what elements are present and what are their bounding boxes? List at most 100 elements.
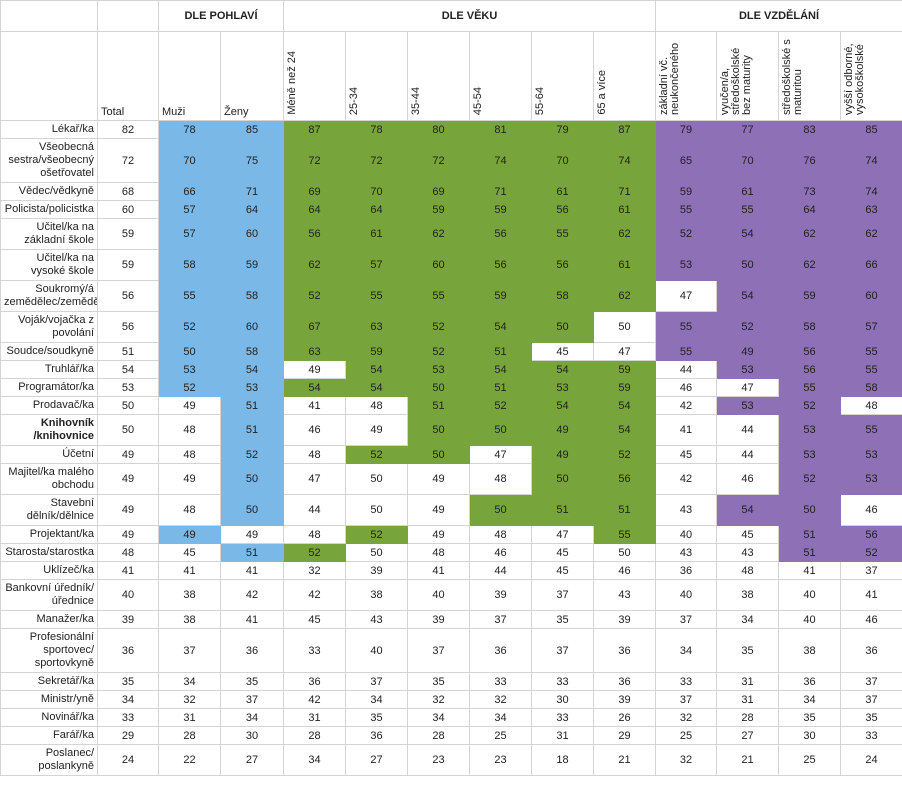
value-cell: 33 [283,628,347,673]
value-cell: 50 [531,463,595,495]
value-cell: 87 [283,120,347,139]
row-label: Projektant/ka [0,525,98,544]
row-label: Lékař/ka [0,120,98,139]
total-cell: 49 [97,445,159,464]
value-cell: 41 [283,396,347,415]
value-cell: 48 [840,396,902,415]
value-cell: 51 [593,494,657,526]
value-cell: 52 [778,396,842,415]
table-row: Bankovní úředník/úřednice 40 38 42 42 38 40 39 3… [0,579,902,611]
value-cell: 79 [531,120,595,139]
value-cell: 51 [407,396,471,415]
value-cell: 31 [283,708,347,727]
row-label: Profesionální sportovec/ sportovkyně [0,628,98,673]
value-cell: 48 [158,445,221,464]
value-cell: 41 [219,561,285,580]
value-cell: 41 [778,561,842,580]
value-cell: 56 [778,360,842,379]
value-cell: 58 [219,342,285,361]
value-cell: 34 [158,672,221,691]
value-cell: 33 [655,672,718,691]
total-cell: 41 [97,561,159,580]
value-cell: 59 [345,342,409,361]
value-cell: 32 [283,561,347,580]
value-cell: 78 [345,120,409,139]
value-cell: 40 [345,628,409,673]
corner-cell [0,0,98,32]
value-cell: 56 [469,249,533,281]
value-cell: 50 [531,311,595,343]
value-cell: 37 [407,628,471,673]
value-cell: 55 [158,280,221,312]
column-header-text: 55-64 [534,86,547,115]
column-header: vyučen/a, středoškolské bez maturity [716,31,780,121]
column-header: Muži [158,31,221,121]
value-cell: 40 [655,579,718,611]
value-cell: 50 [716,249,780,281]
table-row: Truhlář/ka 54 53 54 49 54 53 54 54 59 44 53 56 55 [0,360,902,379]
value-cell: 49 [158,396,221,415]
value-cell: 49 [531,414,595,446]
value-cell: 49 [158,463,221,495]
row-label: Všeobecná sestra/všeobecný ošetřovatel [0,138,98,183]
total-cell: 53 [97,378,159,397]
table-row: Policista/policistka 60 57 64 64 64 59 59 56 61 55… [0,200,902,219]
row-label: Majitel/ka malého obchodu [0,463,98,495]
value-cell: 52 [840,543,902,562]
value-cell: 23 [469,744,533,776]
value-cell: 62 [593,280,657,312]
value-cell: 52 [469,396,533,415]
value-cell: 45 [531,543,595,562]
column-header-text: základní vč. neukončeného [658,42,682,115]
value-cell: 50 [345,543,409,562]
value-cell: 47 [283,463,347,495]
table-row: Lékař/ka 82 78 85 87 78 80 81 79 87 79 77 83 85 [0,120,902,139]
table-row: Sekretář/ka 35 34 35 36 37 35 33 33 36 33 31 36 37 [0,672,902,691]
row-label: Účetní [0,445,98,464]
value-cell: 58 [531,280,595,312]
value-cell: 52 [219,445,285,464]
value-cell: 59 [469,280,533,312]
value-cell: 49 [158,525,221,544]
value-cell: 74 [593,138,657,183]
value-cell: 32 [655,708,718,727]
value-cell: 28 [716,708,780,727]
table-row: Vědec/vědkyně 68 66 71 69 70 69 71 61 71 59 61 73 74 [0,182,902,201]
value-cell: 66 [158,182,221,201]
value-cell: 49 [219,525,285,544]
value-cell: 45 [531,342,595,361]
total-cell: 24 [97,744,159,776]
value-cell: 74 [840,182,902,201]
value-cell: 59 [469,200,533,219]
total-cell: 49 [97,463,159,495]
value-cell: 49 [283,360,347,379]
value-cell: 53 [219,378,285,397]
value-cell: 27 [219,744,285,776]
total-cell: 50 [97,396,159,415]
value-cell: 57 [840,311,902,343]
value-cell: 60 [407,249,471,281]
column-header-text: 45-54 [472,86,485,115]
value-cell: 48 [158,414,221,446]
column-row: Total Muži Ženy Méně než 24 25-34 35-44 45-54 5… [0,31,902,121]
value-cell: 64 [345,200,409,219]
value-cell: 18 [531,744,595,776]
value-cell: 46 [469,543,533,562]
value-cell: 46 [716,463,780,495]
value-cell: 35 [840,708,902,727]
value-cell: 67 [283,311,347,343]
value-cell: 46 [593,561,657,580]
value-cell: 30 [778,726,842,745]
value-cell: 37 [469,610,533,629]
value-cell: 37 [655,610,718,629]
total-cell: 36 [97,628,159,673]
total-cell: 49 [97,494,159,526]
table-row: Stavební dělník/dělnice 49 48 50 44 50 49 50 51 5… [0,494,902,526]
value-cell: 56 [593,463,657,495]
value-cell: 46 [840,610,902,629]
total-cell: 82 [97,120,159,139]
column-header-text: 25-34 [348,86,361,115]
value-cell: 39 [345,561,409,580]
column-header: středoškolské s maturitou [778,31,842,121]
